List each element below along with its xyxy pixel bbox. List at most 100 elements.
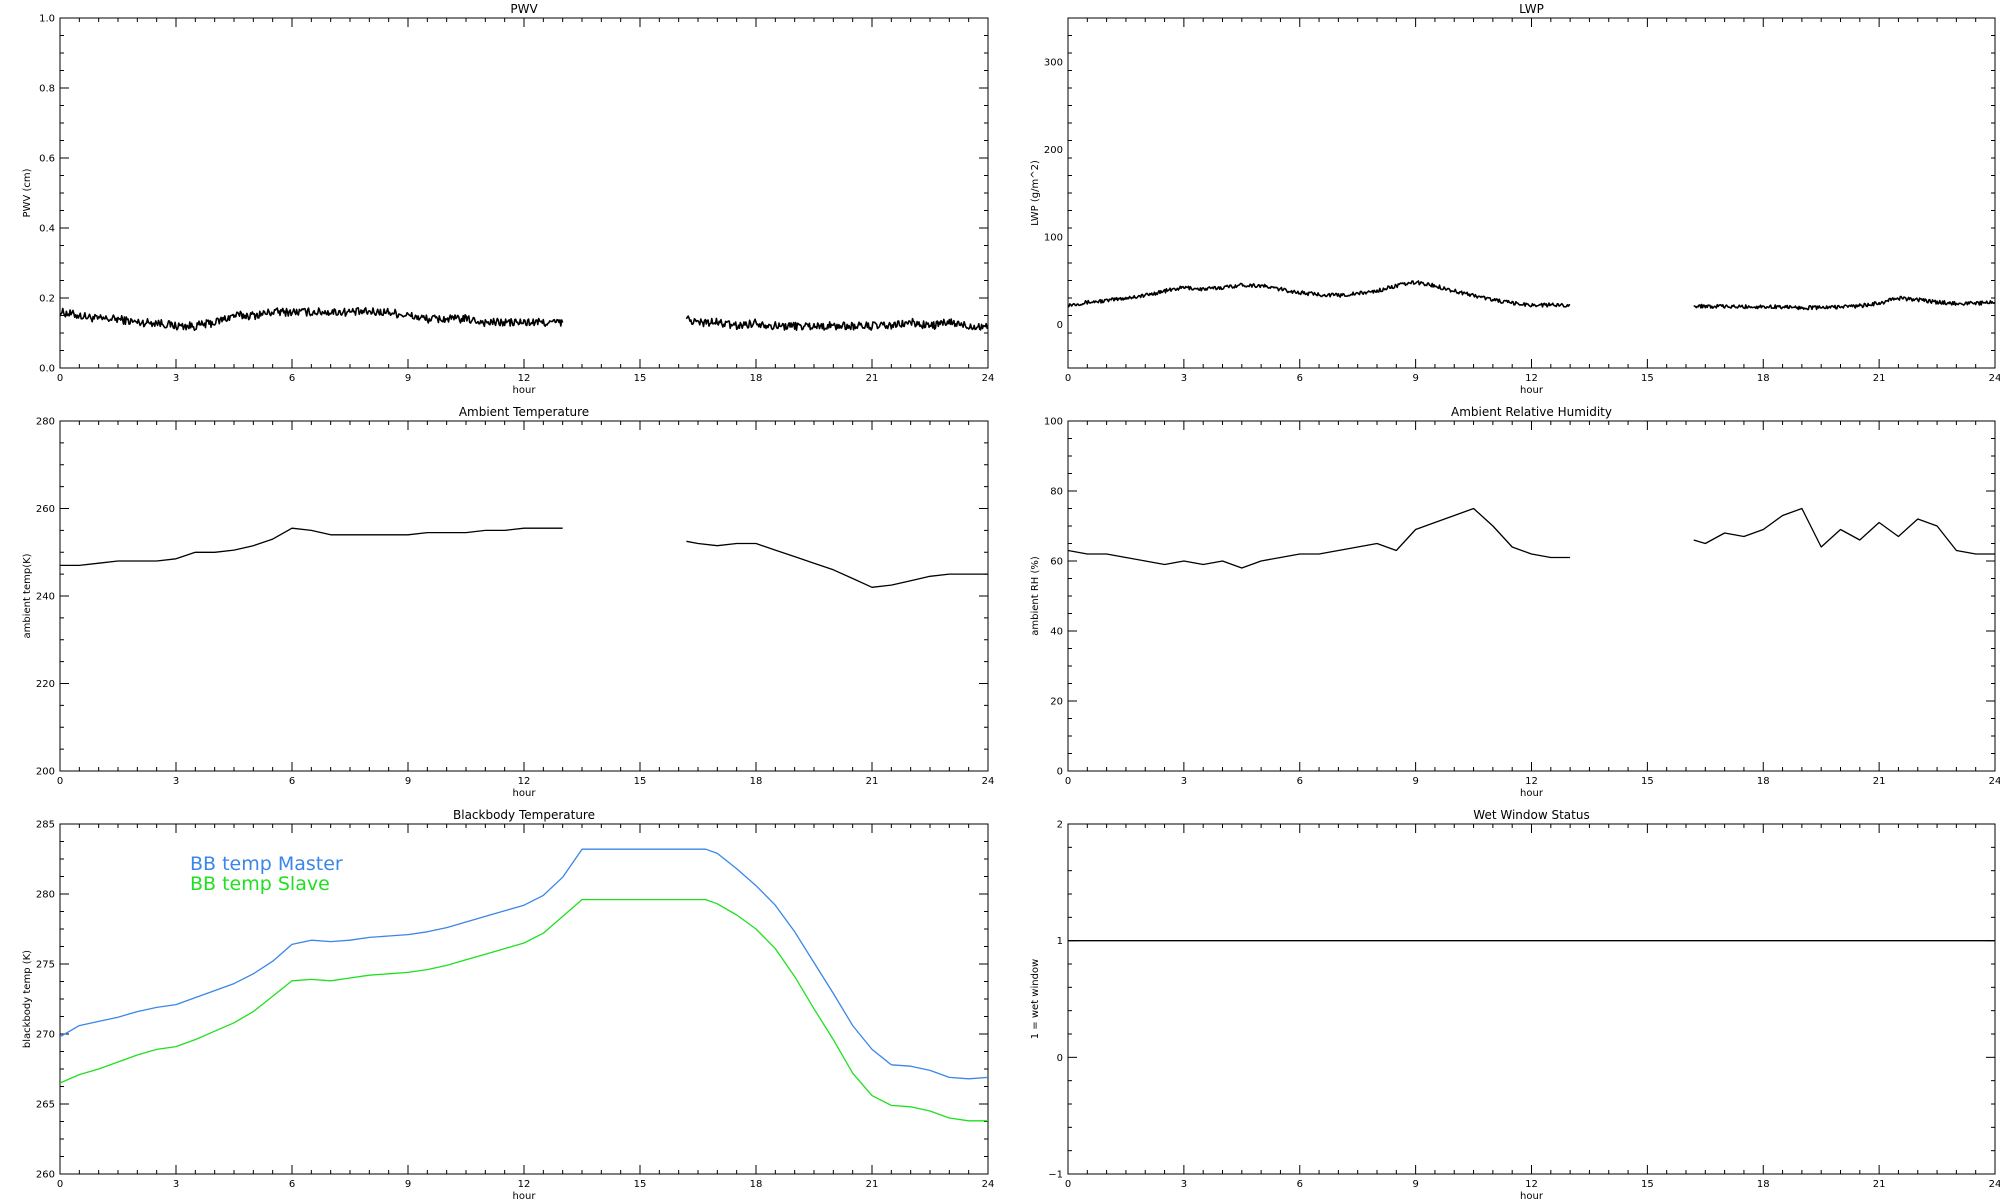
x-tick-label: 18 <box>750 776 763 787</box>
x-tick-label: 6 <box>1297 776 1303 787</box>
y-tick-label: 0.4 <box>39 224 55 235</box>
y-tick-label: 285 <box>36 820 55 831</box>
x-tick-label: 15 <box>634 1179 647 1190</box>
y-tick-label: 300 <box>1044 57 1063 68</box>
series-line <box>1068 280 1995 311</box>
x-axis-label: hour <box>513 788 537 799</box>
x-tick-label: 15 <box>1641 1179 1654 1190</box>
chart-panel: Wet Window Status hour 1 = wet window 0 3 6 9 1… <box>1030 808 2000 1200</box>
series-line <box>60 898 988 1122</box>
x-tick-label: 0 <box>57 776 63 787</box>
x-tick-label: 21 <box>866 373 879 384</box>
x-axis-label: hour <box>513 385 537 396</box>
series-line <box>60 848 988 1080</box>
y-tick-label: 270 <box>36 1030 55 1041</box>
x-tick-label: 12 <box>1525 373 1538 384</box>
x-tick-label: 9 <box>405 776 411 787</box>
x-axis-label: hour <box>513 1191 537 1200</box>
y-tick-label: 0 <box>1057 320 1063 331</box>
x-tick-label: 9 <box>1412 373 1418 384</box>
x-axis-label: hour <box>1520 788 1544 799</box>
x-tick-label: 15 <box>634 776 647 787</box>
x-tick-label: 6 <box>289 776 295 787</box>
y-tick-label: 0.8 <box>39 84 55 95</box>
y-tick-label: 260 <box>36 504 55 515</box>
chart-panel: LWP hour LWP (g/m^2) 0 3 6 9 12 15 18 21 24 0 100 200 3… <box>1030 2 2000 396</box>
x-tick-label: 18 <box>1757 776 1770 787</box>
x-tick-label: 24 <box>982 373 995 384</box>
legend-entry: BB temp Master <box>190 853 343 875</box>
x-tick-label: 12 <box>518 1179 531 1190</box>
chart-title: Wet Window Status <box>1473 808 1589 822</box>
x-tick-label: 12 <box>518 776 531 787</box>
series-group <box>60 527 988 588</box>
x-tick-label: 24 <box>1989 373 2000 384</box>
chart-title: PWV <box>510 2 538 16</box>
x-tick-label: 21 <box>866 1179 879 1190</box>
x-tick-label: 18 <box>750 1179 763 1190</box>
y-tick-label: 0.6 <box>39 154 55 165</box>
series-line <box>60 307 988 331</box>
legend-entry: BB temp Slave <box>190 873 330 895</box>
x-tick-label: 24 <box>1989 776 2000 787</box>
series-line <box>60 527 988 588</box>
x-tick-label: 15 <box>634 373 647 384</box>
x-tick-label: 12 <box>1525 1179 1538 1190</box>
x-tick-label: 6 <box>1297 373 1303 384</box>
y-tick-label: 265 <box>36 1100 55 1111</box>
y-tick-label: 0 <box>1057 767 1063 778</box>
y-tick-label: 280 <box>36 890 55 901</box>
y-tick-label: 2 <box>1057 820 1063 831</box>
x-tick-label: 9 <box>405 1179 411 1190</box>
series-group <box>60 848 988 1122</box>
y-tick-label: 100 <box>1044 232 1063 243</box>
x-tick-label: 9 <box>1412 1179 1418 1190</box>
y-tick-label: 200 <box>1044 145 1063 156</box>
chart-title: Ambient Relative Humidity <box>1451 405 1612 419</box>
x-tick-label: 9 <box>405 373 411 384</box>
x-tick-label: 0 <box>1065 1179 1071 1190</box>
series-group <box>1068 507 1995 569</box>
x-tick-label: 3 <box>173 1179 179 1190</box>
y-axis-label: ambient RH (%) <box>1030 556 1041 636</box>
x-tick-label: 18 <box>750 373 763 384</box>
x-tick-label: 0 <box>57 1179 63 1190</box>
series-group <box>1068 280 1995 311</box>
y-tick-label: 240 <box>36 592 55 603</box>
y-tick-label: 260 <box>36 1170 55 1181</box>
x-tick-label: 21 <box>1873 373 1886 384</box>
y-axis-label: 1 = wet window <box>1030 959 1041 1039</box>
y-tick-label: 200 <box>36 767 55 778</box>
x-tick-label: 24 <box>982 776 995 787</box>
x-tick-label: 6 <box>289 373 295 384</box>
y-axis-label: PWV (cm) <box>22 168 33 217</box>
x-tick-label: 21 <box>866 776 879 787</box>
x-tick-label: 12 <box>1525 776 1538 787</box>
x-tick-label: 0 <box>1065 776 1071 787</box>
x-tick-label: 3 <box>1181 1179 1187 1190</box>
y-tick-label: 220 <box>36 679 55 690</box>
y-tick-label: 0 <box>1057 1053 1063 1064</box>
x-tick-label: 24 <box>982 1179 995 1190</box>
y-tick-label: 80 <box>1050 487 1063 498</box>
x-tick-label: 6 <box>1297 1179 1303 1190</box>
chart-title: Ambient Temperature <box>459 405 589 419</box>
y-tick-label: 0.0 <box>39 364 55 375</box>
series-line <box>1068 507 1995 569</box>
x-tick-label: 21 <box>1873 1179 1886 1190</box>
chart-panel: Ambient Temperature hour ambient temp(K) 0 3… <box>22 405 994 799</box>
y-tick-label: 0.2 <box>39 294 55 305</box>
x-tick-label: 3 <box>1181 776 1187 787</box>
y-tick-label: 60 <box>1050 557 1063 568</box>
x-tick-label: 3 <box>173 776 179 787</box>
series-group <box>60 307 988 331</box>
x-axis-label: hour <box>1520 1191 1544 1200</box>
x-tick-label: 21 <box>1873 776 1886 787</box>
x-tick-label: 15 <box>1641 373 1654 384</box>
y-tick-label: 40 <box>1050 627 1063 638</box>
x-tick-label: 18 <box>1757 1179 1770 1190</box>
x-tick-label: 24 <box>1989 1179 2000 1190</box>
y-axis-label: ambient temp(K) <box>22 553 33 638</box>
